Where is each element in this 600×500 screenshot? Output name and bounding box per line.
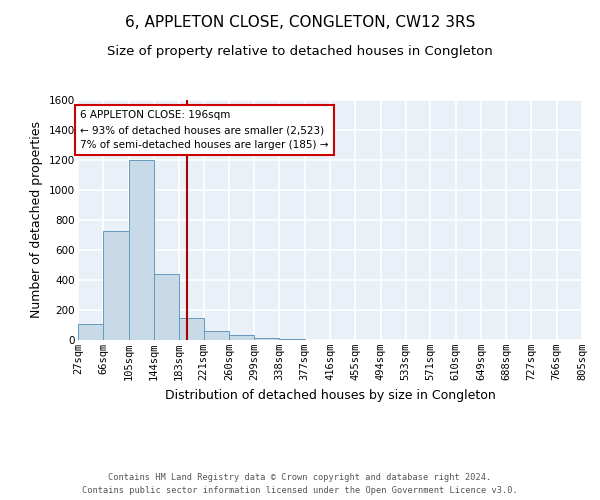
Bar <box>78 324 103 340</box>
Text: 6, APPLETON CLOSE, CONGLETON, CW12 3RS: 6, APPLETON CLOSE, CONGLETON, CW12 3RS <box>125 15 475 30</box>
Bar <box>254 338 280 340</box>
Text: 6 APPLETON CLOSE: 196sqm
← 93% of detached houses are smaller (2,523)
7% of semi: 6 APPLETON CLOSE: 196sqm ← 93% of detach… <box>80 110 328 150</box>
Bar <box>154 274 179 340</box>
X-axis label: Distribution of detached houses by size in Congleton: Distribution of detached houses by size … <box>164 388 496 402</box>
Y-axis label: Number of detached properties: Number of detached properties <box>31 122 43 318</box>
Bar <box>179 318 205 340</box>
Bar <box>229 335 254 340</box>
Bar <box>128 160 154 340</box>
Text: Contains HM Land Registry data © Crown copyright and database right 2024.
Contai: Contains HM Land Registry data © Crown c… <box>82 474 518 495</box>
Bar <box>103 230 128 340</box>
Bar <box>203 331 229 340</box>
Text: Size of property relative to detached houses in Congleton: Size of property relative to detached ho… <box>107 45 493 58</box>
Bar <box>280 338 305 340</box>
